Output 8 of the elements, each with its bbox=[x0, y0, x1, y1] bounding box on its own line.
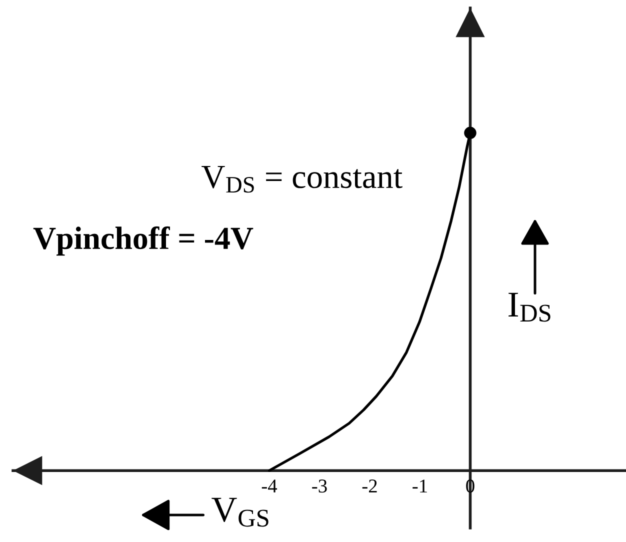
x-tick-label: -2 bbox=[362, 480, 377, 492]
y-axis-title: I$_{DS}$ bbox=[508, 292, 550, 322]
x-tick-label: -1 bbox=[412, 480, 427, 492]
annotation: V$_{DS}$ = constant bbox=[202, 166, 402, 193]
annotation: Vpinchoff = -4V bbox=[33, 226, 254, 256]
x-axis-title: V$_{GS}$ bbox=[212, 498, 268, 527]
x-tick-label: -4 bbox=[262, 480, 278, 492]
x-tick-label: -3 bbox=[312, 480, 327, 493]
